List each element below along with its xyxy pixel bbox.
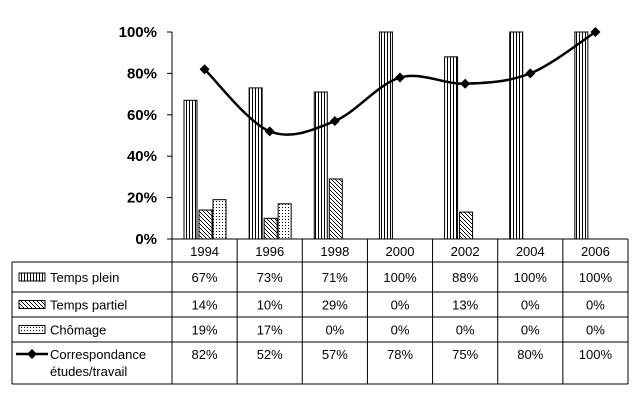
data-label: 100% xyxy=(579,347,613,362)
data-label: 0% xyxy=(586,298,605,313)
data-label: 100% xyxy=(383,270,417,285)
data-label: 67% xyxy=(192,270,218,285)
x-tick-label: 2004 xyxy=(516,244,545,259)
y-tick-label: 60% xyxy=(127,107,157,124)
y-tick-label: 80% xyxy=(127,65,157,82)
data-label: 0% xyxy=(391,323,410,338)
data-label: 19% xyxy=(192,323,218,338)
legend-key-marker xyxy=(27,349,37,359)
y-tick-label: 40% xyxy=(127,148,157,165)
data-label: 0% xyxy=(521,298,540,313)
bar xyxy=(459,211,474,240)
data-label: 13% xyxy=(452,298,478,313)
data-label: 88% xyxy=(452,270,478,285)
bar xyxy=(574,31,589,240)
data-label: 78% xyxy=(387,347,413,362)
x-tick-label: 2002 xyxy=(451,244,480,259)
bar xyxy=(263,217,278,240)
data-label: 10% xyxy=(257,298,283,313)
bar xyxy=(313,91,328,240)
bar xyxy=(248,87,263,240)
data-label: 0% xyxy=(586,323,605,338)
series-label: études/travail xyxy=(50,364,127,379)
x-tick-label: 2006 xyxy=(581,244,610,259)
line-series xyxy=(199,27,601,137)
data-label: 75% xyxy=(452,347,478,362)
data-label: 80% xyxy=(517,347,543,362)
bar xyxy=(509,31,524,240)
x-tick-label: 2000 xyxy=(386,244,415,259)
bar xyxy=(328,178,343,240)
series-label: Temps plein xyxy=(50,270,119,285)
line-path xyxy=(203,30,597,136)
bar xyxy=(183,99,198,240)
data-label: 14% xyxy=(192,298,218,313)
data-table: 1994 1996 1998 2000 2002 2004 2006 Temps plein 6… xyxy=(11,238,629,385)
data-label: 71% xyxy=(322,270,348,285)
legend-key xyxy=(18,272,46,282)
line-point xyxy=(590,27,601,37)
data-label: 52% xyxy=(257,347,283,362)
bar xyxy=(277,203,292,240)
legend-key xyxy=(18,325,46,334)
bar xyxy=(378,31,393,240)
data-label: 100% xyxy=(579,270,613,285)
x-tick-label: 1998 xyxy=(320,244,349,259)
y-tick-label: 20% xyxy=(127,190,157,207)
line-point xyxy=(460,78,471,89)
data-label: 0% xyxy=(521,323,540,338)
line-point xyxy=(264,126,275,137)
data-label: 17% xyxy=(257,323,283,338)
data-label: 82% xyxy=(192,347,218,362)
bar xyxy=(212,199,227,240)
data-label: 100% xyxy=(514,270,548,285)
line-point xyxy=(395,72,405,83)
data-label: 57% xyxy=(322,347,348,362)
bars xyxy=(183,31,589,240)
data-label: 0% xyxy=(456,323,475,338)
x-tick-label: 1996 xyxy=(255,244,284,259)
data-label: 0% xyxy=(391,298,410,313)
series-label: Chômage xyxy=(50,323,106,338)
bar xyxy=(198,209,213,240)
y-tick-label: 0% xyxy=(135,231,157,248)
x-tick-label: 1994 xyxy=(190,244,219,259)
line-point xyxy=(199,64,210,75)
data-label: 0% xyxy=(325,323,344,338)
series-label: Temps partiel xyxy=(50,298,127,313)
legend-key xyxy=(18,300,46,309)
series-label: Correspondance xyxy=(50,347,146,362)
line-point xyxy=(329,116,340,127)
data-label: 29% xyxy=(322,298,348,313)
line-point xyxy=(525,68,536,79)
data-label: 73% xyxy=(257,270,283,285)
y-tick-label: 100% xyxy=(119,24,157,41)
